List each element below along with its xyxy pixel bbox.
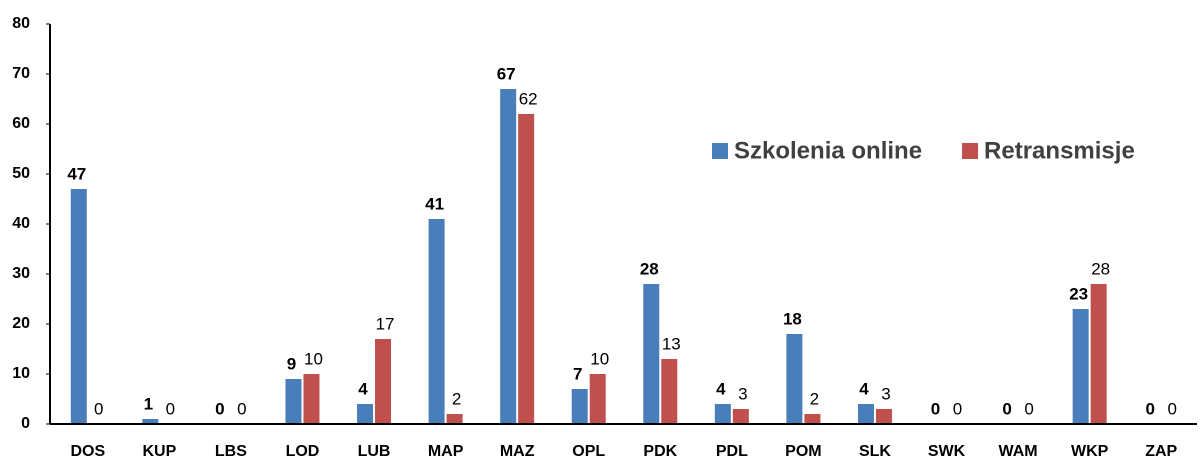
- data-label: 4: [716, 379, 726, 398]
- bar: [446, 414, 463, 424]
- bar: [643, 284, 660, 424]
- data-label: 0: [1024, 399, 1033, 418]
- bar: [875, 409, 892, 424]
- x-tick-label: POM: [785, 443, 821, 460]
- x-tick-label: ZAP: [1145, 443, 1177, 460]
- data-label: 9: [287, 354, 296, 373]
- x-tick-label: WAM: [999, 443, 1038, 460]
- x-tick-label: LBS: [215, 443, 247, 460]
- bar: [500, 89, 517, 424]
- data-label: 28: [1091, 259, 1110, 278]
- y-tick-label: 30: [12, 265, 30, 282]
- bar: [732, 409, 749, 424]
- y-tick-label: 10: [12, 365, 30, 382]
- x-tick-label: LUB: [358, 443, 391, 460]
- bar: [571, 389, 588, 424]
- x-tick-label: PDK: [643, 443, 677, 460]
- data-label: 47: [67, 164, 86, 183]
- data-label: 2: [452, 389, 461, 408]
- bar: [142, 419, 159, 424]
- data-label: 62: [519, 89, 538, 108]
- data-label: 3: [881, 384, 890, 403]
- bar: [70, 189, 87, 424]
- x-tick-label: DOS: [70, 443, 105, 460]
- data-label: 23: [1069, 284, 1088, 303]
- data-label: 17: [376, 314, 395, 333]
- bar: [428, 219, 445, 424]
- bar: [1090, 284, 1107, 424]
- bar: [661, 359, 678, 424]
- data-label: 0: [931, 399, 940, 418]
- data-label: 0: [215, 399, 224, 418]
- legend-swatch: [962, 143, 979, 159]
- data-label: 0: [1002, 399, 1011, 418]
- data-label: 0: [237, 399, 246, 418]
- data-label: 0: [94, 399, 103, 418]
- x-tick-label: MAP: [428, 443, 464, 460]
- bar: [804, 414, 821, 424]
- data-label: 18: [783, 309, 802, 328]
- data-label: 0: [166, 399, 175, 418]
- data-label: 28: [640, 259, 659, 278]
- data-label: 4: [859, 379, 869, 398]
- bar: [518, 114, 535, 424]
- legend-label: Retransmisje: [984, 137, 1135, 164]
- data-label: 3: [738, 384, 747, 403]
- data-label: 10: [304, 349, 323, 368]
- legend-label: Szkolenia online: [734, 137, 922, 164]
- x-tick-label: KUP: [142, 443, 176, 460]
- y-tick-label: 50: [12, 165, 30, 182]
- data-label: 4: [358, 379, 368, 398]
- data-label: 10: [590, 349, 609, 368]
- data-label: 0: [953, 399, 962, 418]
- data-label: 67: [497, 64, 516, 83]
- x-tick-label: SWK: [928, 443, 966, 460]
- y-tick-label: 80: [12, 15, 30, 32]
- bar: [303, 374, 320, 424]
- data-label: 41: [425, 194, 444, 213]
- bar: [375, 339, 392, 424]
- bar: [714, 404, 731, 424]
- data-label: 13: [662, 334, 681, 353]
- y-tick-label: 0: [21, 415, 30, 432]
- x-tick-label: LOD: [286, 443, 320, 460]
- bar: [589, 374, 606, 424]
- y-tick-label: 40: [12, 215, 30, 232]
- bar: [786, 334, 803, 424]
- data-label: 0: [1167, 399, 1176, 418]
- x-tick-label: PDL: [716, 443, 748, 460]
- data-label: 0: [1145, 399, 1154, 418]
- bar: [285, 379, 302, 424]
- data-label: 7: [573, 364, 582, 383]
- x-tick-label: MAZ: [500, 443, 535, 460]
- x-tick-label: SLK: [859, 443, 891, 460]
- x-tick-label: WKP: [1071, 443, 1109, 460]
- data-label: 2: [810, 389, 819, 408]
- data-label: 1: [144, 394, 153, 413]
- y-tick-label: 20: [12, 315, 30, 332]
- bar: [1072, 309, 1089, 424]
- y-tick-label: 70: [12, 65, 30, 82]
- y-tick-label: 60: [12, 115, 30, 132]
- legend-swatch: [712, 143, 728, 159]
- bar: [357, 404, 374, 424]
- bar: [857, 404, 874, 424]
- x-tick-label: OPL: [572, 443, 605, 460]
